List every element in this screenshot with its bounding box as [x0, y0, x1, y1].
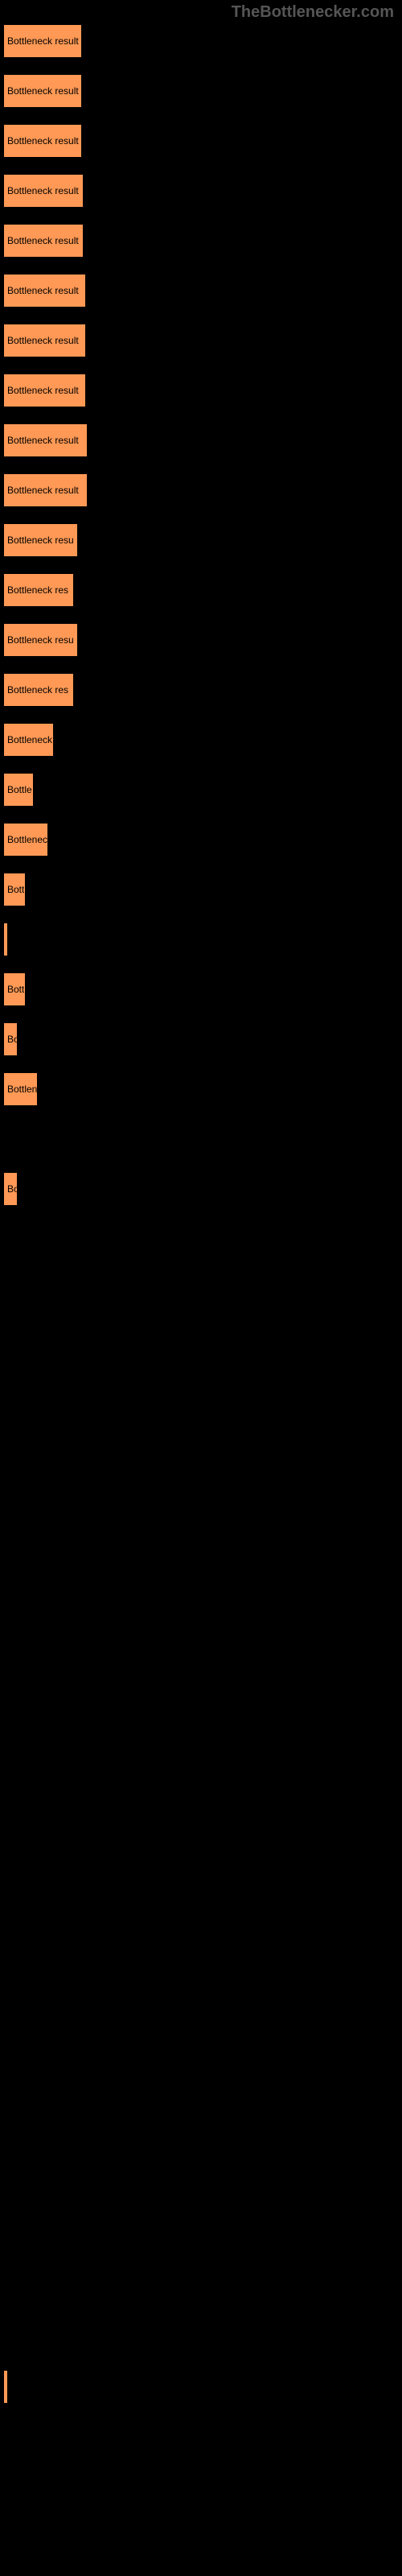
bar-row: Bottleneck result [3, 423, 402, 457]
bar: Bottleneck result [3, 24, 82, 58]
bar-row: Bottleneck resu [3, 623, 402, 657]
bar-row [3, 1671, 402, 1705]
bar-row [3, 1422, 402, 1455]
bar-label: Bottleneck resu [7, 634, 74, 646]
bar-row: Bottleneck [3, 723, 402, 757]
bar-row: Bottleneck res [3, 673, 402, 707]
bar-row: Bottle [3, 773, 402, 807]
bar: Bott [3, 873, 26, 906]
bar: Bottleneck result [3, 324, 86, 357]
bar-row [3, 2370, 402, 2404]
bar-row [3, 1721, 402, 1755]
bar-row [3, 923, 402, 956]
bar-label: Bo [7, 1183, 17, 1195]
bar-row [3, 2220, 402, 2254]
bar-row: Bo [3, 1172, 402, 1206]
bar-row [3, 2470, 402, 2504]
bar-row: Bottleneck result [3, 274, 402, 308]
bar-row: Bottleneck result [3, 24, 402, 58]
bar-row [3, 2170, 402, 2204]
bar-label: Bott [7, 984, 24, 995]
chart-container: Bottleneck result Bottleneck result Bottle… [0, 0, 402, 2553]
bar-label: Bottleneck result [7, 385, 79, 396]
bar-label: Bottleneck result [7, 35, 79, 47]
bar [3, 923, 8, 956]
bar-row [3, 1571, 402, 1605]
bar: Bottleneck resu [3, 623, 78, 657]
bar: Bottle [3, 773, 34, 807]
bar: Bottleneck result [3, 124, 82, 158]
bar-row: Bo [3, 1022, 402, 1056]
bar-row [3, 2070, 402, 2104]
bar: Bo [3, 1022, 18, 1056]
bar-label: Bottleneck [7, 734, 52, 745]
bar-row: Bottleneck result [3, 324, 402, 357]
bar-row [3, 1921, 402, 1955]
bar-row: Bottlenec [3, 823, 402, 857]
bar-row: Bottleneck res [3, 573, 402, 607]
bar-label: Bottleneck result [7, 285, 79, 296]
bar-row [3, 2120, 402, 2154]
bar-label: Bottle [7, 784, 32, 795]
bar-row: Bottleneck result [3, 124, 402, 158]
bar-row [3, 2270, 402, 2304]
bar-row [3, 1871, 402, 1905]
bar-label: Bottleneck result [7, 435, 79, 446]
bar-row [3, 1372, 402, 1406]
bar: Bottleneck [3, 723, 54, 757]
bar: Bottleneck result [3, 423, 88, 457]
bar-row [3, 1521, 402, 1555]
bar: Bottlenec [3, 823, 48, 857]
bar: Bottleneck result [3, 174, 84, 208]
bar-label: Bottleneck result [7, 85, 79, 97]
bar-row [3, 1771, 402, 1805]
bar: Bottleneck result [3, 274, 86, 308]
bar-row: Bott [3, 972, 402, 1006]
bar: Bottleneck res [3, 673, 74, 707]
bar-row: Bottleneck result [3, 224, 402, 258]
bar-row [3, 1621, 402, 1655]
bar-row [3, 2021, 402, 2054]
bar-label: Bottleneck result [7, 235, 79, 246]
bar: Bottleneck res [3, 573, 74, 607]
bar-row [3, 1971, 402, 2004]
bar-row [3, 2420, 402, 2454]
bar: Bottleneck result [3, 224, 84, 258]
bar-row [3, 1472, 402, 1505]
bar-label: Bottleneck resu [7, 535, 74, 546]
bar: Bottlen [3, 1072, 38, 1106]
bar: Bo [3, 1172, 18, 1206]
bar [3, 2370, 8, 2404]
bar: Bottleneck result [3, 473, 88, 507]
bar: Bottleneck result [3, 374, 86, 407]
bar-row [3, 1272, 402, 1306]
bar-row [3, 1122, 402, 1156]
bar-row [3, 1821, 402, 1855]
bar: Bottleneck result [3, 74, 82, 108]
bar-label: Bottlenec [7, 834, 47, 845]
bar-label: Bottleneck res [7, 584, 68, 596]
bar-label: Bottleneck result [7, 135, 79, 147]
bar-row [3, 2320, 402, 2354]
bar-row [3, 1322, 402, 1356]
bar-label: Bottleneck result [7, 335, 79, 346]
bar: Bottleneck resu [3, 523, 78, 557]
bar-label: Bottlen [7, 1084, 37, 1095]
bar-row [3, 2520, 402, 2553]
bar-row: Bottleneck result [3, 374, 402, 407]
bar-label: Bottleneck result [7, 485, 79, 496]
watermark: TheBottlenecker.com [232, 3, 394, 22]
bar-row: Bottleneck result [3, 473, 402, 507]
bar-label: Bottleneck res [7, 684, 68, 696]
bar-label: Bo [7, 1034, 17, 1045]
bar-row: Bottlen [3, 1072, 402, 1106]
bar-row [3, 1222, 402, 1256]
bar-row: Bottleneck resu [3, 523, 402, 557]
bar: Bott [3, 972, 26, 1006]
bar-row: Bottleneck result [3, 174, 402, 208]
bar-row: Bottleneck result [3, 74, 402, 108]
bar-label: Bott [7, 884, 24, 895]
bar-row: Bott [3, 873, 402, 906]
bar-label: Bottleneck result [7, 185, 79, 196]
